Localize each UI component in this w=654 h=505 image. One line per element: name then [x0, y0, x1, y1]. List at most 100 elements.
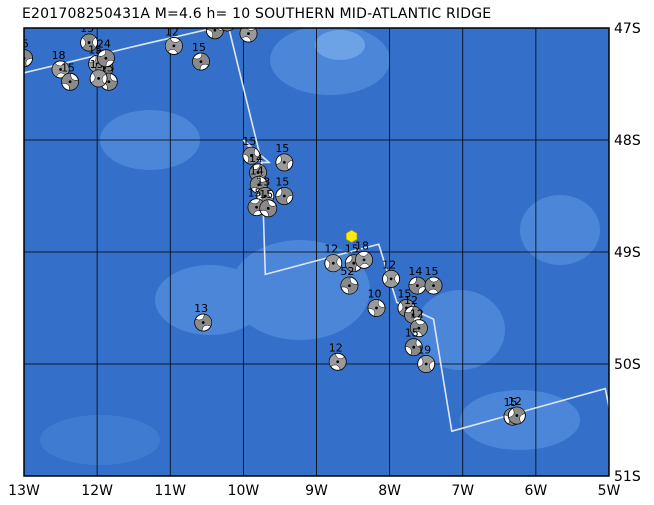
focal-mechanism-beachball[interactable]: 12: [508, 395, 526, 425]
depth-label: 15: [275, 176, 289, 189]
beachball-center: [256, 171, 260, 174]
focal-mechanism-beachball[interactable]: 15: [15, 38, 33, 68]
beachball-center: [213, 28, 217, 32]
beachball-center: [263, 194, 267, 198]
depth-label: 15: [275, 142, 289, 155]
beachball-center: [250, 154, 253, 158]
beachball-center: [331, 261, 335, 265]
depth-label: 14: [408, 265, 422, 278]
beachball-center: [247, 32, 250, 35]
depth-label: 15: [405, 327, 419, 340]
lon-tick-label: 8W: [378, 483, 401, 499]
beachball-center: [255, 205, 258, 209]
lat-tick-label: 48S: [614, 133, 641, 149]
focal-mechanism-beachball[interactable]: 18: [52, 49, 70, 79]
map-plot: 1518151515141515241215151515151514141315…: [15, 2, 609, 476]
bathymetry-rise: [315, 30, 365, 60]
depth-label: 19: [417, 344, 431, 357]
beachball-center: [103, 66, 106, 70]
beachball-center: [226, 21, 229, 24]
beachball-center: [515, 414, 519, 417]
focal-mechanism-beachball[interactable]: 12: [324, 243, 343, 273]
focal-mechanism-beachball[interactable]: 10: [367, 288, 386, 317]
depth-label: 15: [248, 187, 262, 200]
beachball-center: [432, 284, 435, 287]
focal-mechanism-beachball[interactable]: 15: [205, 10, 224, 40]
focal-mechanism-beachball[interactable]: 52: [340, 265, 359, 295]
beachball-center: [97, 77, 100, 80]
depth-label: 12: [165, 25, 179, 38]
focal-mechanism-beachball[interactable]: 15: [345, 243, 363, 273]
beachball-compressional-quadrant: [206, 28, 224, 39]
focal-mechanism-beachball[interactable]: 15: [259, 188, 278, 218]
depth-label: 15: [15, 38, 29, 51]
depth-label: 18: [355, 239, 369, 252]
focal-mechanism-beachball[interactable]: 15: [405, 327, 423, 357]
focal-mechanism-beachball[interactable]: 12: [404, 294, 422, 324]
lat-tick-label: 49S: [614, 245, 641, 261]
map-frame: [23, 27, 610, 477]
depth-label: 52: [340, 265, 354, 278]
focal-mechanism-beachball[interactable]: 15: [275, 176, 294, 205]
beachball-center: [375, 306, 378, 310]
focal-mechanism-beachball[interactable]: 24: [97, 38, 115, 68]
depth-label: 12: [324, 243, 338, 256]
beachball-center: [59, 68, 62, 71]
focal-mechanism-beachball[interactable]: 15: [425, 265, 443, 295]
depth-label: 15: [397, 288, 411, 301]
depth-label: 12: [508, 395, 522, 408]
depth-label: 10: [367, 288, 381, 301]
beachball-center: [362, 258, 366, 262]
depth-label: 14: [250, 164, 264, 177]
beachball-center: [411, 313, 415, 317]
lon-tick-label: 5W: [598, 483, 621, 499]
depth-label: 12: [404, 294, 418, 307]
lon-tick-label: 11W: [154, 483, 186, 499]
lon-tick-label: 6W: [525, 483, 548, 499]
focal-mechanism-beachball[interactable]: 13: [194, 302, 213, 332]
bathymetry-rise: [40, 415, 160, 465]
beachball-center: [282, 194, 286, 198]
beachball-center: [107, 80, 111, 84]
depth-label: 15: [239, 13, 253, 26]
focal-mechanism-beachball[interactable]: 14: [249, 152, 267, 182]
beachball-center: [257, 183, 261, 187]
map-title: E201708250431A M=4.6 h= 10 SOUTHERN MID-…: [22, 6, 492, 22]
focal-mechanism-beachball[interactable]: 15: [218, 2, 236, 32]
focal-mechanism-beachball[interactable]: 15: [80, 22, 99, 52]
bathymetry-rise: [155, 265, 265, 335]
lon-tick-label: 7W: [451, 483, 474, 499]
focal-mechanism-beachball[interactable]: 19: [417, 344, 436, 373]
epicenter-marker[interactable]: [346, 229, 358, 243]
lon-tick-label: 13W: [8, 483, 40, 499]
beachball-center: [68, 80, 72, 84]
focal-mechanism-beachball[interactable]: 12: [165, 25, 183, 55]
focal-mechanism-beachball[interactable]: 15: [61, 61, 80, 91]
focal-mechanism-beachball[interactable]: 15: [239, 13, 258, 43]
depth-label: 15: [80, 22, 94, 35]
depth-label: 15: [503, 396, 517, 409]
beachball-center: [266, 206, 270, 210]
depth-label: 15: [218, 2, 232, 15]
beachball-center: [199, 60, 203, 63]
lat-tick-label: 51S: [614, 469, 641, 485]
lon-tick-label: 10W: [228, 483, 260, 499]
bathymetry: [40, 28, 600, 465]
beachball-center: [412, 345, 416, 349]
focal-mechanism-beachball[interactable]: 15: [192, 41, 210, 71]
lat-tick-label: 50S: [614, 357, 641, 373]
focal-mechanism-beachball[interactable]: 18: [355, 239, 373, 269]
graticule: [24, 28, 609, 476]
focal-mechanism-beachball[interactable]: 12: [410, 308, 428, 338]
focal-mechanism-beachball[interactable]: 15: [275, 142, 294, 172]
depth-label: 12: [329, 341, 343, 354]
beachball-center: [352, 261, 356, 265]
beachball-center: [424, 362, 428, 366]
focal-mechanism-beachball[interactable]: 12: [382, 258, 401, 288]
lon-tick-label: 9W: [305, 483, 328, 499]
beachball-center: [417, 326, 421, 330]
focal-mechanism-beachball[interactable]: 15: [242, 135, 261, 165]
focal-mechanism-beachball[interactable]: 12: [329, 341, 347, 371]
depth-label: 13: [256, 176, 270, 189]
